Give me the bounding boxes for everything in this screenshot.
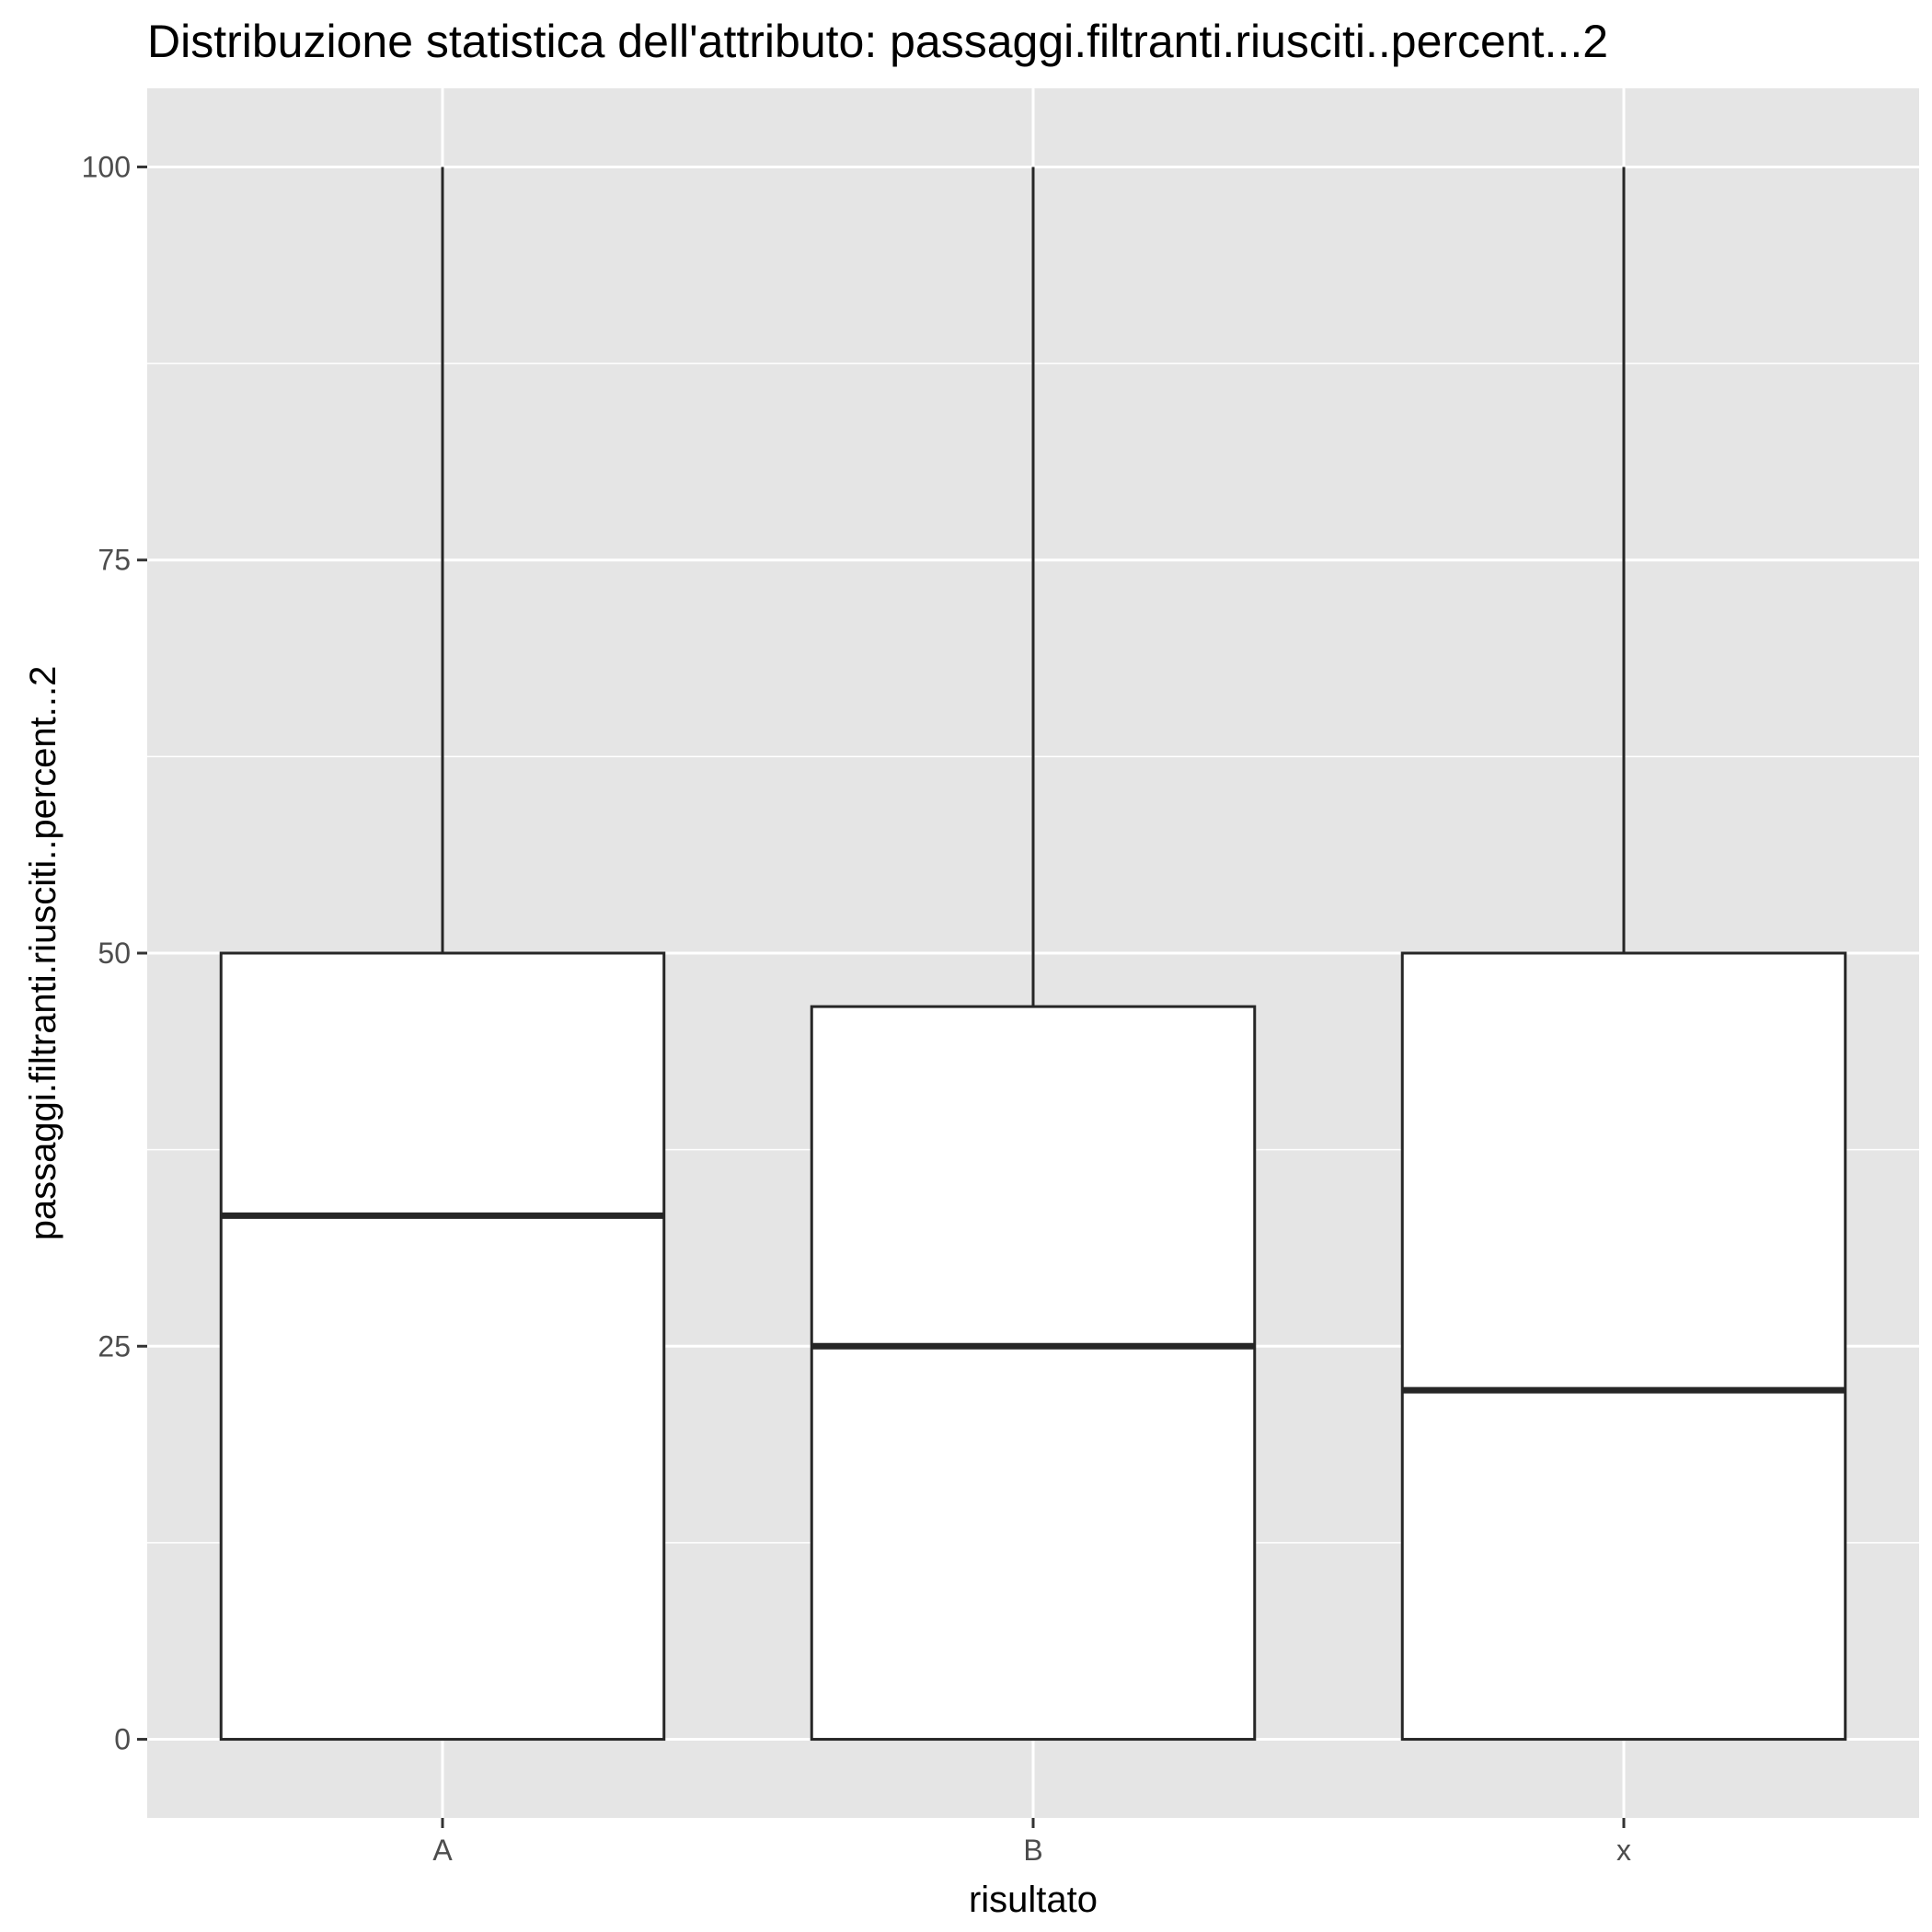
chart-title: Distribuzione statistica dell'attributo:…	[147, 16, 1608, 67]
y-tick-label: 100	[82, 150, 131, 183]
x-tick-label: A	[432, 1834, 453, 1867]
box-iqr	[219, 951, 666, 1742]
box-iqr	[810, 1005, 1257, 1742]
y-tick-label: 75	[98, 544, 131, 577]
y-tick-label: 50	[98, 937, 131, 970]
x-tick-label: B	[1023, 1834, 1042, 1867]
box-B	[810, 167, 1257, 1742]
box-x	[1400, 167, 1847, 1742]
y-tick-label: 25	[98, 1329, 131, 1363]
box-A	[219, 167, 666, 1742]
x-tick-label: x	[1616, 1834, 1631, 1867]
y-axis: 0 25 50 75 100	[82, 150, 147, 1756]
y-axis-title: passaggi.filtranti.riusciti..percent...2	[23, 666, 63, 1241]
y-tick-label: 0	[114, 1723, 131, 1756]
box-iqr	[1400, 951, 1847, 1742]
x-axis-title: risultato	[969, 1880, 1098, 1920]
boxes-layer	[219, 167, 1847, 1742]
